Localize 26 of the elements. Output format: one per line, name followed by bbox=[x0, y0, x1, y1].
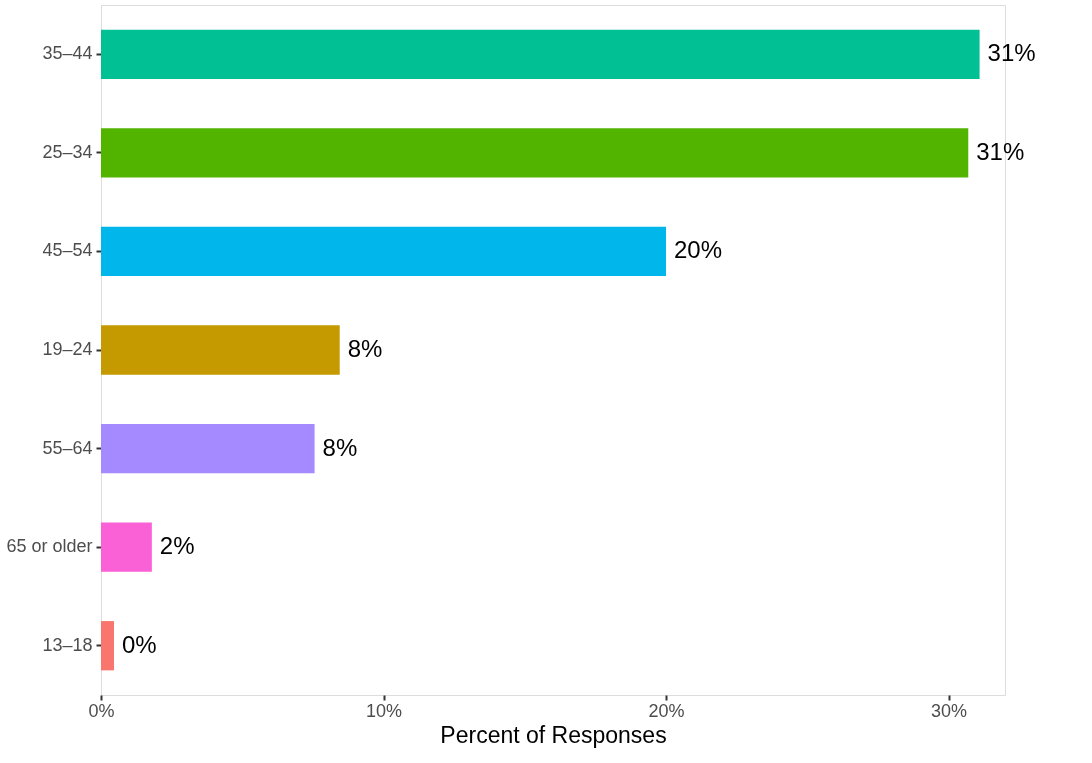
bar bbox=[101, 128, 969, 178]
x-tick-label: 0% bbox=[88, 700, 115, 721]
data-label: 31% bbox=[976, 137, 1025, 165]
data-label: 8% bbox=[347, 335, 383, 362]
y-tick-label: 19–24 bbox=[42, 339, 93, 359]
x-tick-label: 30% bbox=[930, 700, 968, 721]
data-label: 20% bbox=[674, 236, 723, 264]
x-axis-title: Percent of Responses bbox=[440, 721, 667, 748]
data-label: 31% bbox=[987, 39, 1036, 67]
bar bbox=[101, 423, 315, 474]
y-tick-label: 35–44 bbox=[42, 43, 93, 64]
y-tick-label: 55–64 bbox=[42, 437, 93, 458]
bar bbox=[101, 29, 980, 79]
bar bbox=[101, 621, 114, 671]
y-tick-label: 13–18 bbox=[42, 634, 93, 655]
x-tick-label: 20% bbox=[648, 700, 685, 721]
y-tick-label: 65 or older bbox=[6, 536, 93, 557]
y-tick-label: 45–54 bbox=[42, 240, 93, 261]
x-tick-label: 10% bbox=[365, 700, 403, 721]
bar bbox=[101, 522, 152, 572]
data-label: 0% bbox=[122, 630, 157, 658]
bar bbox=[101, 325, 340, 375]
y-tick-label: 25–34 bbox=[42, 141, 93, 162]
data-label: 8% bbox=[322, 433, 358, 461]
data-label: 2% bbox=[159, 532, 195, 560]
bar bbox=[101, 226, 666, 277]
